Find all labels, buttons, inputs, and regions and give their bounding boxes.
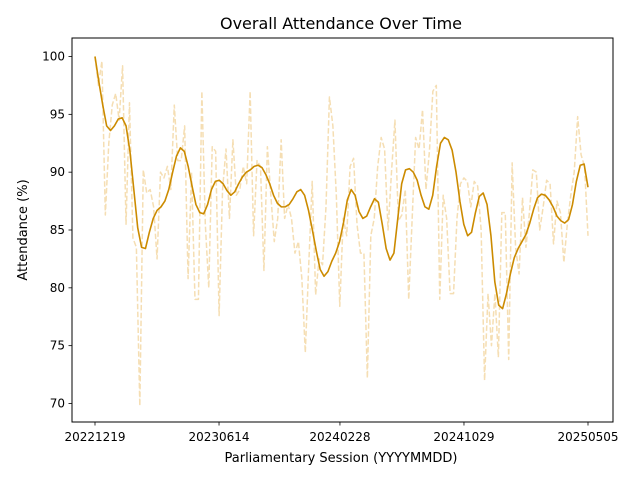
x-axis-label: Parliamentary Session (YYYYMMDD) bbox=[225, 451, 458, 466]
y-tick-label: 90 bbox=[50, 165, 65, 179]
y-tick-label: 70 bbox=[50, 396, 65, 410]
x-axis: 20221219 20230614 20240228 20241029 20250505 bbox=[64, 422, 619, 444]
chart-title: Overall Attendance Over Time bbox=[220, 14, 462, 33]
y-tick-label: 85 bbox=[50, 223, 65, 237]
y-axis: 70 75 80 85 90 95 100 bbox=[42, 50, 72, 410]
y-tick-label: 95 bbox=[50, 107, 65, 121]
y-tick-label: 100 bbox=[42, 50, 65, 64]
x-tick-label: 20240228 bbox=[309, 430, 370, 444]
smoothed-series-layer bbox=[94, 56, 589, 310]
raw-series-layer bbox=[94, 56, 589, 407]
y-axis-label: Attendance (%) bbox=[16, 179, 31, 280]
y-tick-label: 75 bbox=[50, 339, 65, 353]
x-tick-label: 20241029 bbox=[433, 430, 494, 444]
y-tick-label: 80 bbox=[50, 281, 65, 295]
smoothed-attendance-line bbox=[94, 56, 589, 310]
x-tick-label: 20221219 bbox=[64, 430, 125, 444]
x-tick-label: 20230614 bbox=[188, 430, 249, 444]
raw-attendance-line bbox=[94, 56, 589, 407]
x-tick-label: 20250505 bbox=[557, 430, 618, 444]
